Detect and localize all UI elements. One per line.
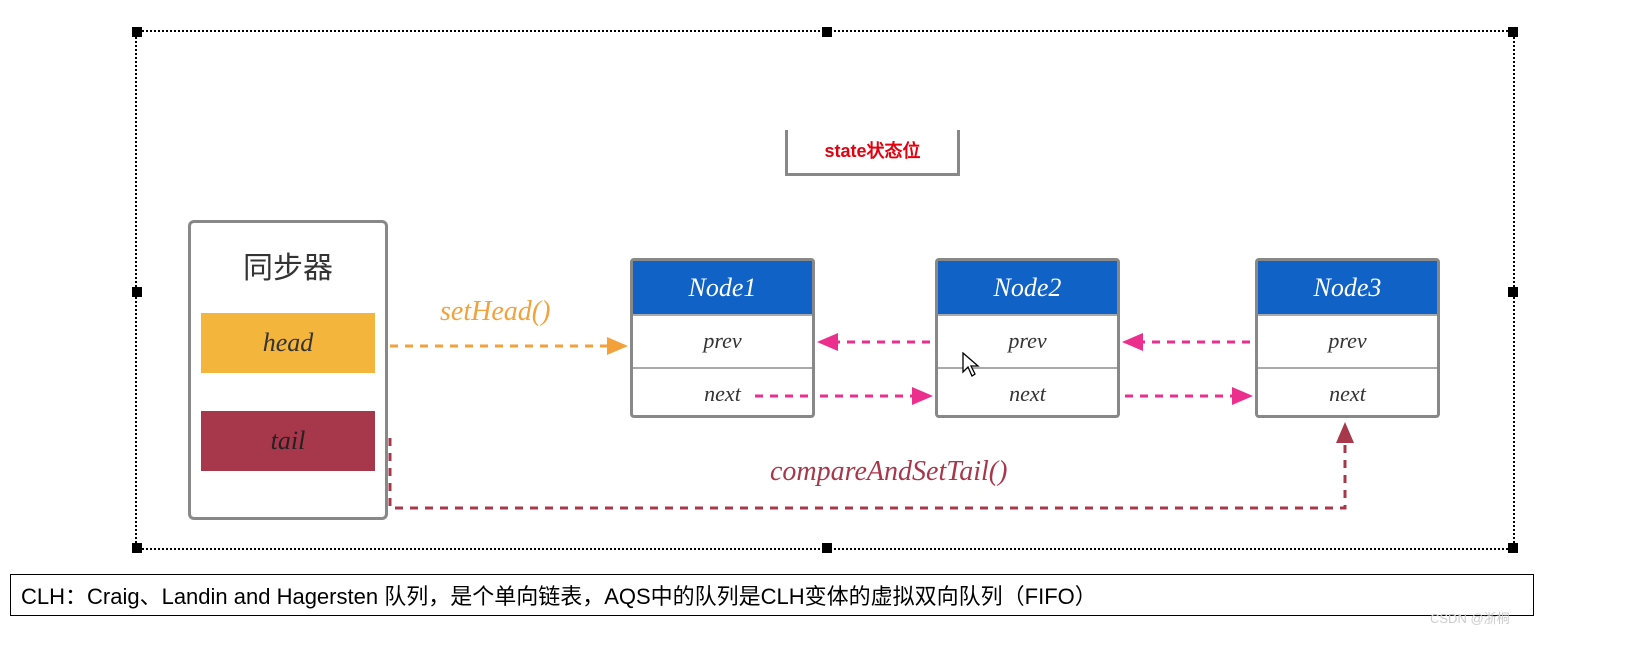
cursor-icon	[962, 352, 982, 384]
node1-prev: prev	[633, 314, 812, 367]
node3-prev: prev	[1258, 314, 1437, 367]
sel-handle-n[interactable]	[822, 27, 832, 37]
sel-handle-sw[interactable]	[132, 543, 142, 553]
sel-handle-se[interactable]	[1508, 543, 1518, 553]
node2-box: Node2 prev next	[935, 258, 1120, 418]
synchronizer-box: 同步器 head tail	[188, 220, 388, 520]
sel-handle-ne[interactable]	[1508, 27, 1518, 37]
diagram-canvas: state状态位 同步器 head tail Node1 prev next N…	[0, 0, 1626, 662]
sethead-label: setHead()	[440, 296, 550, 328]
node3-header: Node3	[1258, 261, 1437, 314]
synchronizer-title: 同步器	[191, 243, 385, 287]
compareandsettail-label: compareAndSetTail()	[770, 456, 1007, 488]
state-label: state状态位	[824, 141, 920, 161]
node1-box: Node1 prev next	[630, 258, 815, 418]
sel-handle-nw[interactable]	[132, 27, 142, 37]
synchronizer-head-row: head	[201, 313, 375, 373]
sel-handle-e[interactable]	[1508, 287, 1518, 297]
caption-text: CLH：Craig、Landin and Hagersten 队列，是个单向链表…	[21, 584, 1097, 609]
node1-header: Node1	[633, 261, 812, 314]
node3-next: next	[1258, 367, 1437, 420]
sel-handle-s[interactable]	[822, 543, 832, 553]
synchronizer-tail-row: tail	[201, 411, 375, 471]
node3-box: Node3 prev next	[1255, 258, 1440, 418]
watermark: CSDN @浙桐	[1430, 608, 1510, 627]
sel-handle-w[interactable]	[132, 287, 142, 297]
caption-box: CLH：Craig、Landin and Hagersten 队列，是个单向链表…	[10, 574, 1534, 616]
node1-next: next	[633, 367, 812, 420]
node2-header: Node2	[938, 261, 1117, 314]
state-box: state状态位	[785, 130, 960, 176]
